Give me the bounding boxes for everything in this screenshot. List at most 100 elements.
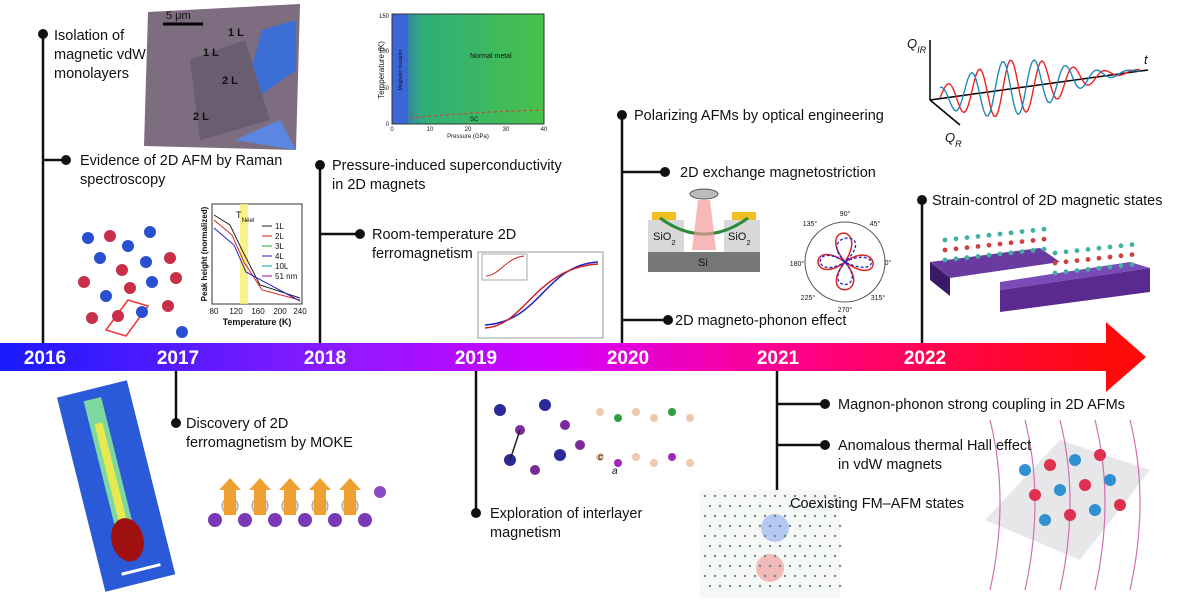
lattice-node bbox=[708, 544, 712, 548]
atom bbox=[668, 408, 676, 416]
lattice-node bbox=[738, 544, 742, 548]
lattice-node bbox=[768, 564, 772, 568]
lattice-node bbox=[833, 554, 837, 558]
lattice-node bbox=[713, 514, 717, 518]
pulse-diagram bbox=[929, 40, 1149, 126]
tick-label: 10 bbox=[427, 127, 434, 133]
lattice-node bbox=[723, 554, 727, 558]
atom bbox=[596, 408, 604, 416]
slab bbox=[930, 248, 1060, 278]
spin-arrow bbox=[279, 478, 301, 515]
lens bbox=[689, 188, 719, 200]
lattice-node bbox=[808, 524, 812, 528]
event-dots bbox=[38, 29, 927, 518]
lattice-node bbox=[818, 564, 822, 568]
lattice-node bbox=[838, 524, 842, 528]
spin-arrow bbox=[249, 478, 271, 515]
marker-label-main: T bbox=[236, 210, 242, 220]
lattice-node bbox=[808, 564, 812, 568]
polar-plot bbox=[804, 221, 886, 303]
atom bbox=[686, 459, 694, 467]
sphere bbox=[162, 300, 174, 312]
plane bbox=[985, 440, 1150, 560]
lattice-node bbox=[803, 514, 807, 518]
lattice-node bbox=[713, 574, 717, 578]
lattice-node bbox=[1041, 236, 1047, 242]
field-line bbox=[1059, 419, 1071, 591]
lattice-node bbox=[703, 534, 707, 538]
lattice-node bbox=[828, 504, 832, 508]
axis-label-main: Q bbox=[945, 130, 955, 145]
lattice-node bbox=[718, 584, 722, 588]
lattice-node bbox=[758, 524, 762, 528]
event-label: Evidence of 2D AFM by Raman bbox=[80, 153, 282, 169]
lattice-node bbox=[986, 232, 992, 238]
layer-label: 2 L bbox=[222, 75, 238, 87]
lattice-node bbox=[798, 524, 802, 528]
lattice-node bbox=[798, 584, 802, 588]
layer-label-main: SiO bbox=[653, 231, 672, 243]
event-dot bbox=[660, 167, 670, 177]
curve bbox=[213, 219, 301, 301]
contact bbox=[652, 212, 676, 220]
lattice-node bbox=[1107, 264, 1113, 270]
tick-label: 150 bbox=[379, 14, 390, 20]
lattice-node bbox=[793, 534, 797, 538]
lattice-node bbox=[758, 544, 762, 548]
atom bbox=[668, 453, 676, 461]
curve bbox=[484, 263, 599, 329]
angle-label: 180° bbox=[790, 260, 805, 268]
sphere bbox=[86, 312, 98, 324]
sphere bbox=[144, 226, 156, 238]
angle-label: 225° bbox=[801, 294, 816, 302]
sphere bbox=[164, 252, 176, 264]
unit-cell bbox=[104, 299, 150, 337]
lattice-node bbox=[1129, 242, 1135, 248]
tick-label: 0 bbox=[386, 122, 390, 128]
lattice-node bbox=[818, 544, 822, 548]
field-line bbox=[989, 419, 1001, 591]
angle-label: 90° bbox=[840, 210, 851, 218]
lattice-node bbox=[975, 234, 981, 239]
layer-label: Si bbox=[698, 257, 708, 269]
si-substrate bbox=[648, 252, 760, 272]
flake-monolayer bbox=[190, 40, 270, 140]
event-dot bbox=[820, 440, 830, 450]
lattice-node bbox=[975, 254, 981, 259]
event-dot bbox=[38, 29, 48, 39]
lattice-node bbox=[838, 564, 842, 568]
plot-frame bbox=[211, 203, 303, 305]
lattice-node bbox=[713, 494, 717, 498]
raman-plot bbox=[211, 203, 303, 305]
lattice-node bbox=[763, 534, 767, 538]
tick-label: 240 bbox=[293, 307, 307, 316]
spin bbox=[1054, 484, 1066, 496]
sphere bbox=[140, 256, 152, 268]
spin bbox=[1019, 464, 1031, 476]
event-label: Coexisting FM–AFM states bbox=[790, 496, 964, 512]
hot-spot bbox=[111, 518, 144, 562]
lattice-node bbox=[778, 524, 782, 528]
lattice-node bbox=[808, 504, 812, 508]
lattice-node bbox=[773, 494, 777, 498]
year-label: 2019 bbox=[455, 348, 497, 369]
lattice-node bbox=[1041, 226, 1047, 232]
polar-frame bbox=[804, 221, 886, 303]
lattice-node bbox=[768, 544, 772, 548]
year-label: 2018 bbox=[304, 348, 346, 369]
lattice-node bbox=[833, 494, 837, 498]
lattice-node bbox=[1118, 243, 1124, 249]
event-label: spectroscopy bbox=[80, 172, 166, 188]
plot-frame bbox=[391, 13, 545, 125]
lattice-node bbox=[758, 584, 762, 588]
lattice-node bbox=[743, 514, 747, 518]
tick-label: 0 bbox=[390, 127, 394, 133]
lattice-node bbox=[1085, 257, 1091, 262]
atom bbox=[374, 486, 386, 498]
lattice-node bbox=[953, 236, 959, 242]
event-label: Magnon-phonon strong coupling in 2D AFMs bbox=[838, 397, 1125, 413]
tick-label: 20 bbox=[465, 127, 472, 133]
atom bbox=[298, 513, 312, 527]
atom bbox=[554, 449, 566, 461]
